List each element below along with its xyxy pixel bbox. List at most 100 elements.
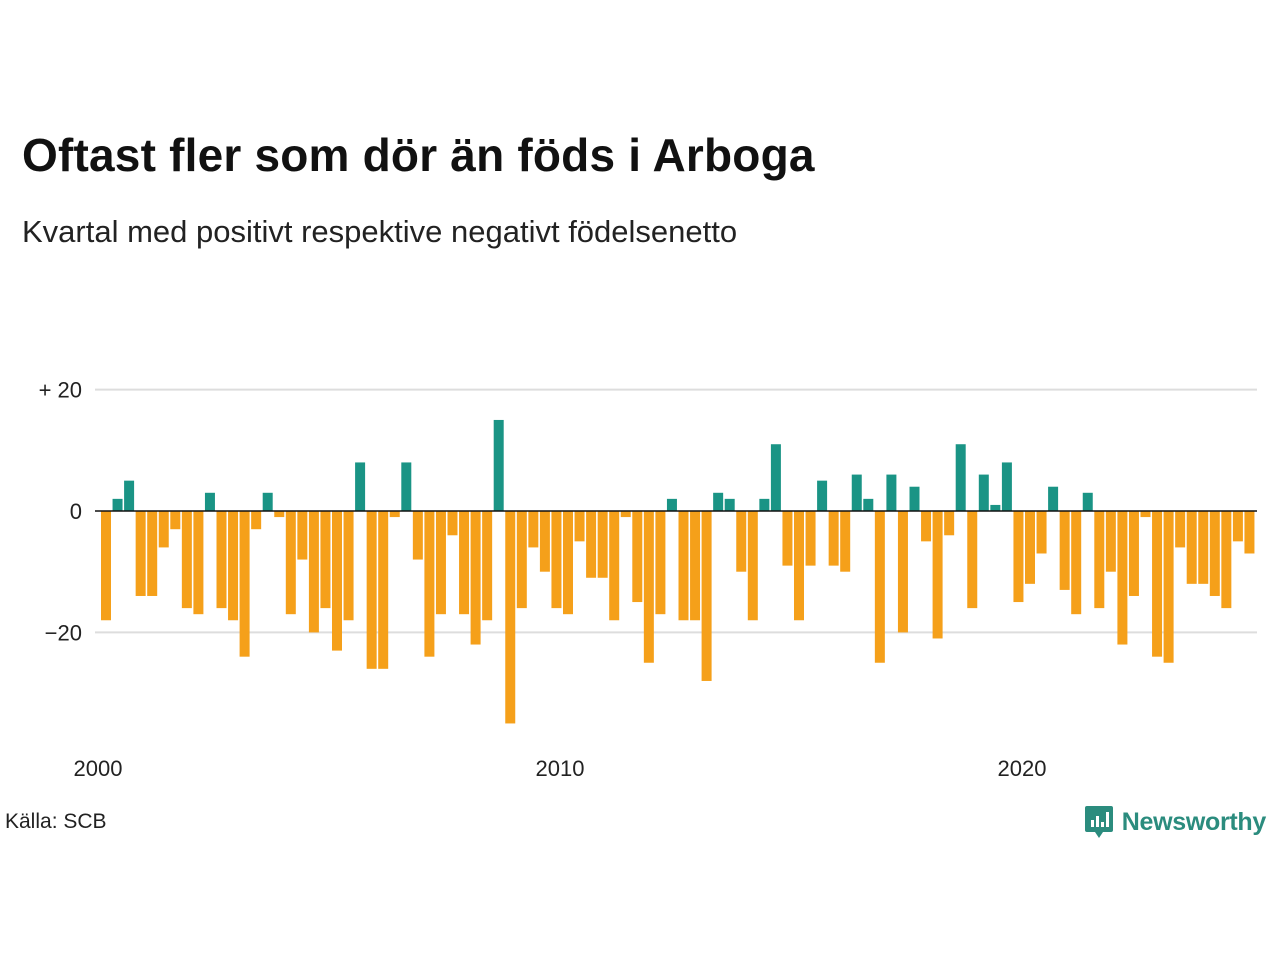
- bar: [112, 498, 123, 511]
- bar: [505, 511, 516, 724]
- bar: [1105, 511, 1116, 572]
- bar: [297, 511, 308, 560]
- bar: [701, 511, 712, 681]
- bar: [574, 511, 585, 542]
- bar: [620, 511, 631, 518]
- bar: [863, 498, 874, 511]
- bar: [1140, 511, 1151, 518]
- x-tick-label: 2010: [536, 756, 585, 781]
- bar: [1048, 486, 1059, 511]
- bar: [459, 511, 470, 615]
- source-note: Källa: SCB: [5, 810, 107, 833]
- bar: [690, 511, 701, 621]
- bar: [770, 444, 781, 511]
- bar: [412, 511, 423, 560]
- bar: [389, 511, 400, 518]
- bar: [1244, 511, 1255, 554]
- bar: [401, 462, 412, 511]
- bar: [539, 511, 550, 572]
- bar: [216, 511, 227, 609]
- bar: [204, 492, 215, 511]
- bar: [1186, 511, 1197, 584]
- bar: [482, 511, 493, 621]
- bar: [1001, 462, 1012, 511]
- bar: [782, 511, 793, 566]
- bar: [909, 486, 920, 511]
- bar: [147, 511, 158, 596]
- bar: [1117, 511, 1128, 645]
- bar: [643, 511, 654, 663]
- bar: [1013, 511, 1024, 603]
- bar: [967, 511, 978, 609]
- bar: [1175, 511, 1186, 548]
- bar: [447, 511, 458, 536]
- bar: [124, 480, 135, 511]
- bar: [528, 511, 539, 548]
- bar: [944, 511, 955, 536]
- bar: [655, 511, 666, 615]
- bar: [666, 498, 677, 511]
- newsworthy-logo-text: Newsworthy: [1121, 807, 1267, 836]
- bar: [747, 511, 758, 621]
- bar: [874, 511, 885, 663]
- y-axis-labels: + 20 0 −20: [39, 378, 82, 646]
- bar: [632, 511, 643, 603]
- bar: [828, 511, 839, 566]
- bar: [736, 511, 747, 572]
- bar: [1221, 511, 1232, 609]
- bar: [274, 511, 285, 518]
- bar: [713, 492, 724, 511]
- bar: [1198, 511, 1209, 584]
- bar: [435, 511, 446, 615]
- bar: [308, 511, 319, 633]
- bar: [840, 511, 851, 572]
- bar: [1094, 511, 1105, 609]
- bar: [921, 511, 932, 542]
- bar: [759, 498, 770, 511]
- bar: [251, 511, 262, 530]
- bar: [1082, 492, 1093, 511]
- newsworthy-logo-icon: [1084, 806, 1113, 838]
- gridlines: [95, 388, 1257, 634]
- bar: [586, 511, 597, 578]
- bar: [817, 480, 828, 511]
- bar: [158, 511, 169, 548]
- bar: [285, 511, 296, 615]
- bar: [181, 511, 192, 609]
- y-tick-label: 0: [70, 499, 82, 524]
- bar: [343, 511, 354, 621]
- bar: [516, 511, 527, 609]
- bar: [1152, 511, 1163, 657]
- bar: [262, 492, 273, 511]
- bar: [1232, 511, 1243, 542]
- bar: [378, 511, 389, 669]
- bar: [135, 511, 146, 596]
- bar: [470, 511, 481, 645]
- bar: [1209, 511, 1220, 596]
- bar: [1025, 511, 1035, 584]
- bar: [1128, 511, 1139, 596]
- bar: [955, 444, 966, 511]
- bar: [886, 474, 897, 511]
- bar: [170, 511, 181, 530]
- bar: [320, 511, 331, 609]
- bar: [851, 474, 862, 511]
- bar: [932, 511, 943, 639]
- bar: [493, 419, 504, 511]
- bar: [1059, 511, 1070, 590]
- x-tick-label: 2020: [998, 756, 1047, 781]
- bar: [597, 511, 608, 578]
- chart-title: Oftast fler som dör än föds i Arboga: [22, 129, 815, 181]
- bar: [1071, 511, 1082, 615]
- x-axis-labels: 2000 2010 2020: [74, 756, 1047, 781]
- bar: [1163, 511, 1174, 663]
- x-tick-label: 2000: [74, 756, 123, 781]
- bar: [724, 498, 735, 511]
- bar: [551, 511, 562, 609]
- bar: [239, 511, 250, 657]
- bar: [990, 504, 1001, 511]
- bar: [1036, 511, 1047, 554]
- bar: [193, 511, 204, 615]
- newsworthy-logo[interactable]: Newsworthy: [1084, 804, 1266, 840]
- bar: [332, 511, 342, 651]
